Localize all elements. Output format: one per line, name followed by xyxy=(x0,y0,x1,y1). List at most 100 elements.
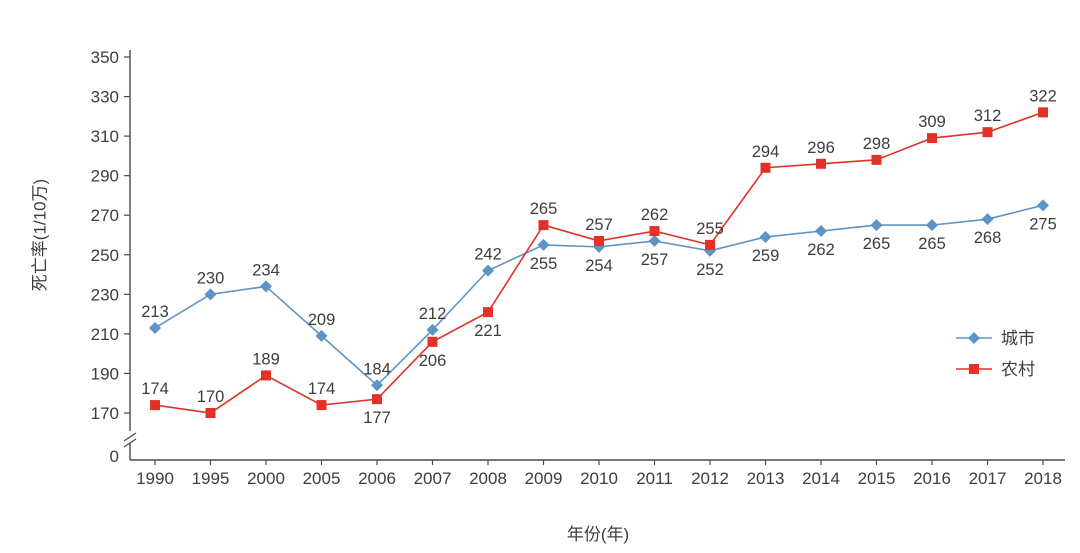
y-tick-label: 210 xyxy=(91,325,119,344)
y-tick-label: 350 xyxy=(91,48,119,67)
data-label: 255 xyxy=(530,255,558,273)
data-point-square xyxy=(427,336,438,347)
data-point-square xyxy=(372,394,382,405)
y-tick-label: 290 xyxy=(91,167,119,186)
data-label: 252 xyxy=(696,261,724,279)
data-point-diamond xyxy=(149,321,161,334)
y-axis-ticks: 170 190 210 230 250 270 290 310 330 350 0 xyxy=(91,48,130,466)
data-label: 259 xyxy=(752,247,780,265)
axes xyxy=(129,50,1065,461)
data-point-square xyxy=(205,408,216,418)
data-point-square xyxy=(261,370,271,381)
series-city-labels: 213 230 234 209 184 212 242 255 254 257 252 259 262 2… xyxy=(141,215,1057,378)
data-label: 189 xyxy=(252,350,280,368)
data-label: 309 xyxy=(918,113,946,131)
data-label: 312 xyxy=(974,107,1002,125)
x-axis-ticks: 1990 1995 2000 2005 2006 2007 2008 2009 2010 2011… xyxy=(136,460,1062,488)
y-tick-label: 310 xyxy=(91,127,119,146)
x-tick-label: 2007 xyxy=(414,469,452,488)
data-label: 177 xyxy=(363,409,391,427)
data-point-diamond xyxy=(537,238,550,251)
x-tick-label: 2005 xyxy=(303,469,341,488)
data-point-square xyxy=(969,364,979,374)
x-tick-label: 2017 xyxy=(969,469,1007,488)
data-point-diamond xyxy=(204,288,217,301)
y-tick-label: 270 xyxy=(91,206,119,225)
data-label: 296 xyxy=(807,139,835,157)
data-label: 262 xyxy=(807,241,835,259)
data-label: 265 xyxy=(530,200,558,218)
data-point-diamond xyxy=(648,234,661,247)
y-tick-label: 250 xyxy=(91,246,119,265)
y-tick-label: 170 xyxy=(91,404,119,423)
data-point-diamond xyxy=(315,329,328,342)
data-point-diamond xyxy=(926,219,938,232)
x-tick-label: 2018 xyxy=(1024,469,1062,488)
x-tick-label: 2011 xyxy=(636,469,673,488)
data-point-diamond xyxy=(260,280,272,293)
series-rural-labels: 174 170 189 174 177 206 221 265 257 262 255 294 296 2… xyxy=(141,87,1057,427)
data-label: 298 xyxy=(863,135,891,153)
data-point-square xyxy=(538,220,549,231)
data-point-square xyxy=(705,239,715,250)
data-label: 255 xyxy=(696,220,724,238)
data-label: 265 xyxy=(918,235,946,253)
data-label: 257 xyxy=(585,216,613,234)
series-rural-markers xyxy=(150,107,1048,418)
data-point-diamond xyxy=(426,323,439,336)
data-point-square xyxy=(594,235,604,246)
data-point-square xyxy=(816,158,826,169)
data-label: 322 xyxy=(1029,87,1057,105)
legend-label-city: 城市 xyxy=(1001,329,1035,348)
legend-item-city: 城市 xyxy=(956,329,1035,348)
y-axis-break xyxy=(123,431,137,448)
data-point-diamond xyxy=(968,332,980,344)
y-tick-label-zero: 0 xyxy=(110,447,119,466)
x-tick-label: 2012 xyxy=(691,469,729,488)
data-label: 268 xyxy=(974,229,1002,247)
legend-label-rural: 农村 xyxy=(1001,360,1035,379)
data-label: 294 xyxy=(752,143,780,161)
data-point-square xyxy=(927,133,937,144)
data-label: 206 xyxy=(419,352,447,370)
data-label: 174 xyxy=(141,380,169,398)
x-tick-label: 2015 xyxy=(858,469,896,488)
data-point-diamond xyxy=(815,225,827,238)
data-label: 230 xyxy=(197,269,225,287)
x-tick-label: 1995 xyxy=(192,469,230,488)
data-label: 170 xyxy=(197,388,225,406)
data-point-square xyxy=(649,226,660,237)
data-point-diamond xyxy=(870,219,883,232)
data-point-square xyxy=(1038,107,1048,118)
data-label: 212 xyxy=(419,305,447,323)
x-tick-label: 2013 xyxy=(747,469,785,488)
data-label: 184 xyxy=(363,360,391,378)
data-point-square xyxy=(982,127,993,138)
data-label: 209 xyxy=(308,311,336,329)
data-point-diamond xyxy=(482,264,494,277)
y-tick-label: 190 xyxy=(91,364,119,383)
x-tick-label: 2000 xyxy=(247,469,285,488)
data-label: 234 xyxy=(252,261,280,279)
x-tick-label: 2009 xyxy=(525,469,563,488)
data-point-square xyxy=(150,400,160,411)
data-label: 174 xyxy=(308,380,336,398)
data-point-diamond xyxy=(1037,199,1049,212)
x-tick-label: 1990 xyxy=(136,469,174,488)
data-label: 221 xyxy=(474,322,502,340)
data-point-diamond xyxy=(371,379,383,392)
data-point-diamond xyxy=(981,213,994,226)
x-tick-label: 2008 xyxy=(469,469,507,488)
legend-item-rural: 农村 xyxy=(956,360,1035,379)
x-axis-title: 年份(年) xyxy=(566,525,630,544)
data-point-square xyxy=(483,307,493,318)
data-label: 262 xyxy=(641,206,669,224)
x-tick-label: 2006 xyxy=(358,469,396,488)
data-label: 275 xyxy=(1029,215,1057,233)
x-tick-label: 2016 xyxy=(913,469,951,488)
data-point-square xyxy=(760,162,771,173)
y-axis-title: 死亡率(1/10万) xyxy=(30,178,50,292)
data-label: 257 xyxy=(641,251,669,269)
